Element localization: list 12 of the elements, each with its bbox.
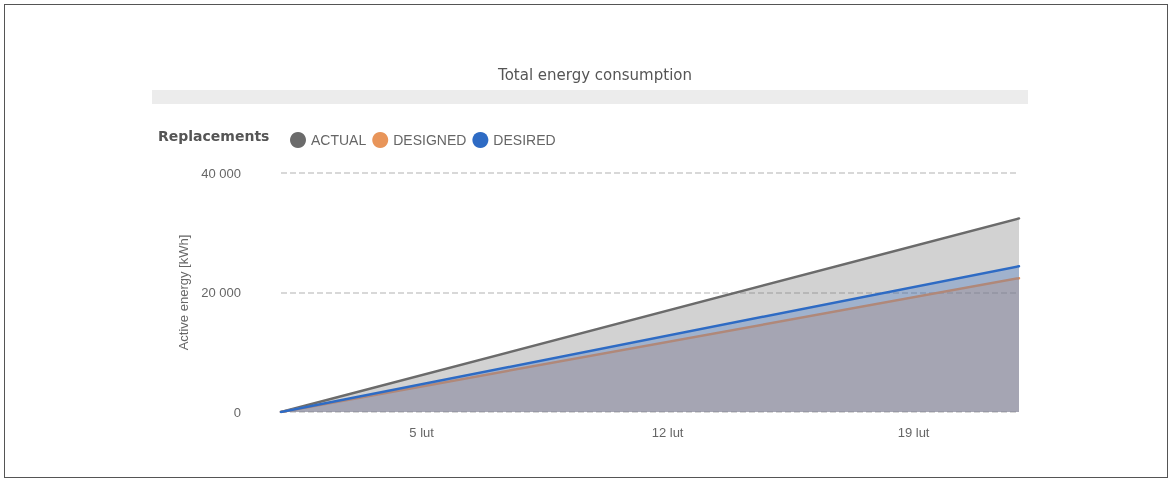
y-tick-label: 0 — [233, 404, 241, 420]
y-axis-title: Active energy [kWh] — [176, 234, 192, 351]
y-tick-label: 40 000 — [201, 165, 241, 181]
legend-label: DESIRED — [493, 132, 556, 148]
x-tick-label: 5 lut — [409, 425, 435, 440]
x-tick-label: 12 lut — [651, 425, 684, 440]
legend-label: ACTUAL — [311, 132, 367, 148]
legend-label: DESIGNED — [393, 132, 467, 148]
chart-title: Total energy consumption — [497, 65, 692, 84]
legend-title: Replacements — [158, 128, 270, 144]
y-tick-label: 20 000 — [201, 285, 241, 300]
x-tick-label: 19 lut — [897, 425, 930, 440]
